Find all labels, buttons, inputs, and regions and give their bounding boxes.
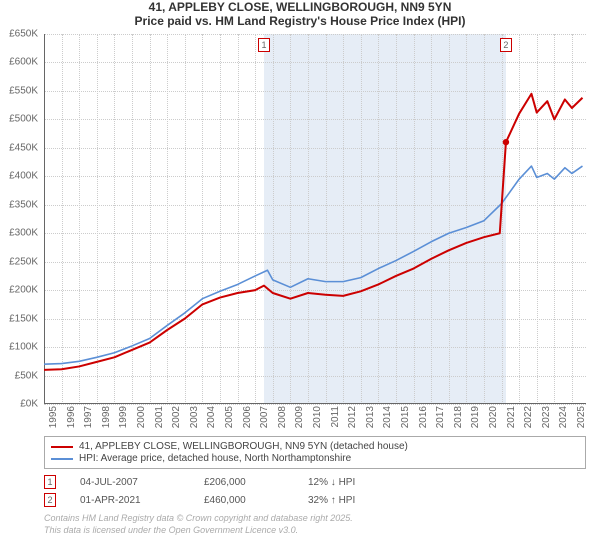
sale-marker-inline: 2 — [44, 493, 56, 507]
y-tick-label: £450K — [0, 142, 38, 153]
y-tick-label: £300K — [0, 228, 38, 239]
x-tick-label: 2021 — [506, 406, 517, 428]
x-tick-label: 2001 — [154, 406, 165, 428]
x-tick-label: 2005 — [224, 406, 235, 428]
x-tick-label: 2006 — [242, 406, 253, 428]
x-tick-label: 2010 — [312, 406, 323, 428]
y-tick-label: £100K — [0, 342, 38, 353]
plot-area: £0K£50K£100K£150K£200K£250K£300K£350K£40… — [44, 34, 586, 404]
x-tick-label: 2024 — [558, 406, 569, 428]
x-tick-label: 2008 — [277, 406, 288, 428]
x-tick-label: 1999 — [118, 406, 129, 428]
footer-line: This data is licensed under the Open Gov… — [44, 525, 586, 537]
y-tick-label: £650K — [0, 29, 38, 40]
x-tick-label: 2025 — [576, 406, 587, 428]
sales-table: 1 04-JUL-2007 £206,000 12% ↓ HPI 2 01-APR-202… — [44, 475, 586, 507]
x-tick-label: 1997 — [83, 406, 94, 428]
x-tick-label: 2017 — [435, 406, 446, 428]
y-tick-label: £50K — [0, 370, 38, 381]
sale-point-dot — [503, 139, 509, 145]
x-tick-label: 2020 — [488, 406, 499, 428]
x-tick-label: 2014 — [382, 406, 393, 428]
legend-row: HPI: Average price, detached house, Nort… — [51, 453, 579, 464]
sale-marker-inline: 1 — [44, 475, 56, 489]
sale-row: 2 01-APR-2021 £460,000 32% ↑ HPI — [44, 493, 586, 507]
chart-subtitle: Price paid vs. HM Land Registry's House … — [0, 14, 600, 28]
x-tick-label: 1995 — [48, 406, 59, 428]
sale-date: 04-JUL-2007 — [80, 477, 180, 488]
series-price_paid — [44, 94, 582, 370]
x-tick-label: 2011 — [330, 406, 341, 428]
sale-hpi-delta: 32% ↑ HPI — [308, 495, 418, 506]
x-tick-label: 2000 — [136, 406, 147, 428]
legend-label: HPI: Average price, detached house, Nort… — [79, 453, 351, 464]
y-tick-label: £600K — [0, 57, 38, 68]
gridline-h — [44, 404, 586, 405]
legend: 41, APPLEBY CLOSE, WELLINGBOROUGH, NN9 5… — [44, 436, 586, 469]
y-tick-label: £400K — [0, 171, 38, 182]
y-tick-label: £0K — [0, 399, 38, 410]
attribution-footer: Contains HM Land Registry data © Crown c… — [44, 513, 586, 536]
x-tick-label: 2023 — [541, 406, 552, 428]
y-tick-label: £350K — [0, 199, 38, 210]
sale-row: 1 04-JUL-2007 £206,000 12% ↓ HPI — [44, 475, 586, 489]
footer-line: Contains HM Land Registry data © Crown c… — [44, 513, 586, 525]
y-tick-label: £550K — [0, 85, 38, 96]
sale-marker-1: 1 — [258, 38, 270, 52]
sale-price: £460,000 — [204, 495, 284, 506]
x-tick-label: 2004 — [206, 406, 217, 428]
x-tick-label: 2007 — [259, 406, 270, 428]
sale-marker-2: 2 — [500, 38, 512, 52]
y-tick-label: £150K — [0, 313, 38, 324]
x-tick-label: 2013 — [365, 406, 376, 428]
y-tick-label: £500K — [0, 114, 38, 125]
x-tick-label: 2009 — [294, 406, 305, 428]
x-tick-label: 2022 — [523, 406, 534, 428]
x-tick-label: 2015 — [400, 406, 411, 428]
x-tick-label: 2016 — [418, 406, 429, 428]
sale-date: 01-APR-2021 — [80, 495, 180, 506]
legend-row: 41, APPLEBY CLOSE, WELLINGBOROUGH, NN9 5… — [51, 441, 579, 452]
x-tick-label: 2018 — [453, 406, 464, 428]
chart-title: 41, APPLEBY CLOSE, WELLINGBOROUGH, NN9 5… — [0, 0, 600, 14]
sale-hpi-delta: 12% ↓ HPI — [308, 477, 418, 488]
y-tick-label: £200K — [0, 285, 38, 296]
x-tick-label: 1996 — [66, 406, 77, 428]
x-tick-label: 2012 — [347, 406, 358, 428]
x-tick-label: 1998 — [101, 406, 112, 428]
legend-swatch — [51, 446, 73, 448]
chart-container: 41, APPLEBY CLOSE, WELLINGBOROUGH, NN9 5… — [0, 0, 600, 560]
legend-swatch — [51, 458, 73, 460]
x-tick-label: 2019 — [470, 406, 481, 428]
sale-price: £206,000 — [204, 477, 284, 488]
legend-label: 41, APPLEBY CLOSE, WELLINGBOROUGH, NN9 5… — [79, 441, 408, 452]
x-tick-label: 2003 — [189, 406, 200, 428]
y-tick-label: £250K — [0, 256, 38, 267]
line-series-svg — [44, 34, 586, 404]
x-tick-label: 2002 — [171, 406, 182, 428]
